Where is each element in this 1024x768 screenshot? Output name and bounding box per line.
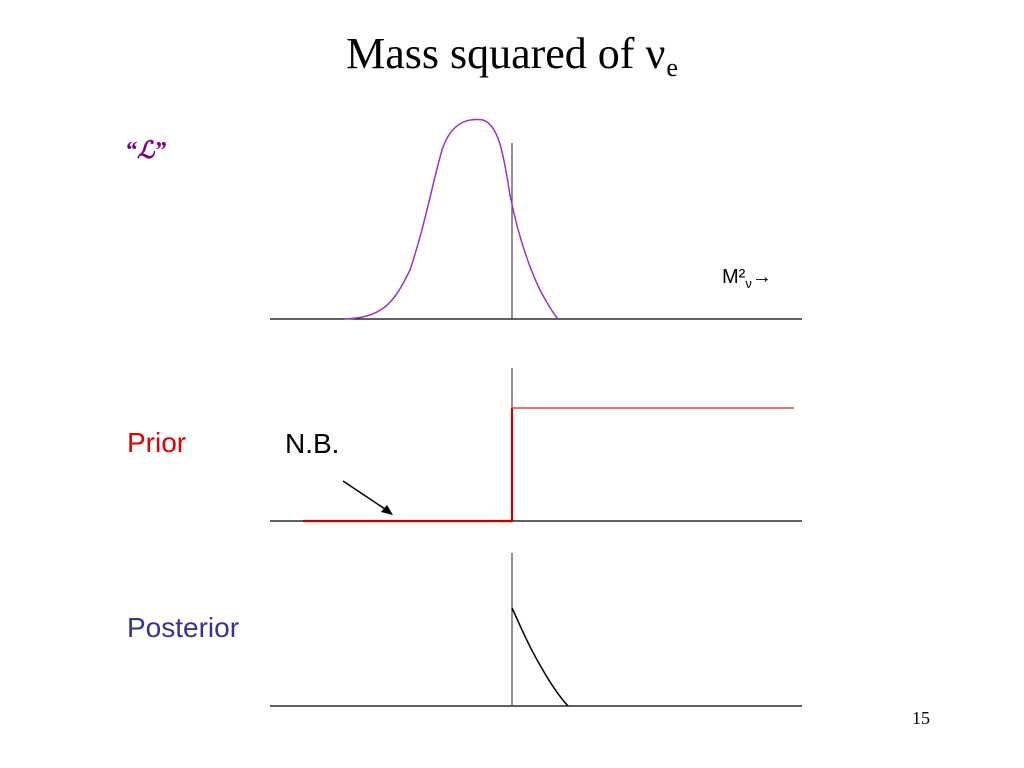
title-subscript: e <box>666 53 678 82</box>
posterior-panel <box>270 553 802 707</box>
mass-squared-axis-label: M²ν→ <box>722 266 772 291</box>
axis-label-subscript: ν <box>745 276 752 291</box>
nb-annotation: N.B. <box>285 428 340 459</box>
posterior-curve <box>511 607 569 707</box>
slide-title: Mass squared of νe <box>0 28 1024 83</box>
arrow-down-right-icon <box>342 480 393 515</box>
likelihood-panel <box>270 118 802 320</box>
title-main: Mass squared of ν <box>346 29 666 78</box>
likelihood-curve <box>343 118 559 320</box>
prior-label: Prior <box>127 427 187 458</box>
posterior-label: Posterior <box>127 612 240 643</box>
axis-label-main: M² <box>722 266 746 288</box>
prior-panel <box>270 368 802 523</box>
arrow-right-icon: → <box>751 266 772 288</box>
page-number: 15 <box>912 708 930 728</box>
likelihood-label: “ℒ” <box>125 138 167 164</box>
